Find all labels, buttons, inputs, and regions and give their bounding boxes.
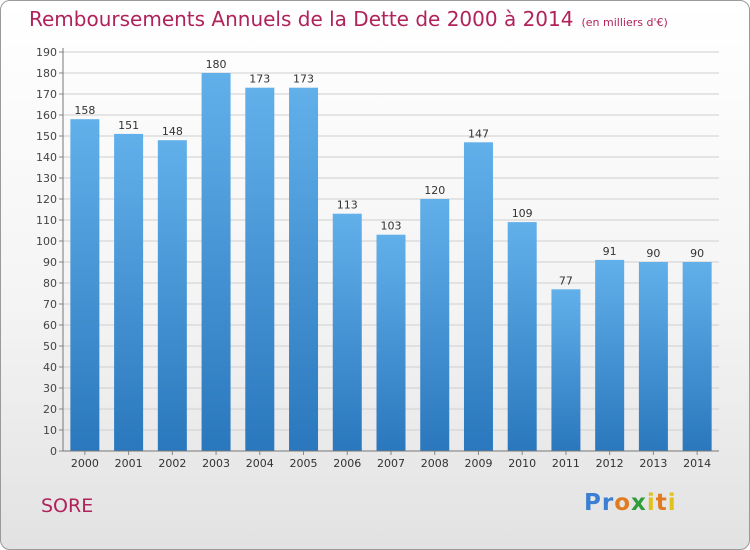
x-tick-label: 2012 xyxy=(596,457,624,470)
y-tick-label: 190 xyxy=(36,46,57,59)
bar xyxy=(245,87,275,451)
x-tick-label: 2014 xyxy=(683,457,711,470)
logo-letter: x xyxy=(631,490,647,516)
y-tick-label: 90 xyxy=(43,256,57,269)
bar xyxy=(463,142,493,452)
bars xyxy=(70,73,712,452)
y-tick-label: 40 xyxy=(43,361,57,374)
y-tick-label: 70 xyxy=(43,298,57,311)
y-tick-label: 80 xyxy=(43,277,57,290)
y-tick-label: 50 xyxy=(43,340,57,353)
logo-letter: i xyxy=(667,490,677,516)
y-tick-label: 110 xyxy=(36,214,57,227)
bar xyxy=(289,87,319,451)
x-tick-label: 2004 xyxy=(246,457,274,470)
bar xyxy=(70,119,100,451)
x-tick-label: 2007 xyxy=(377,457,405,470)
y-tick-labels: 0 10 20 30 40 50 60 70 80 90 100 110 120 130 140 150 160… xyxy=(36,46,57,458)
y-tick-label: 60 xyxy=(43,319,57,332)
logo-letter: o xyxy=(614,490,632,516)
y-tick-label: 140 xyxy=(36,151,57,164)
x-tick-label: 2000 xyxy=(71,457,99,470)
bar xyxy=(682,262,712,451)
value-label: 91 xyxy=(603,245,617,258)
bar xyxy=(332,213,362,451)
value-label: 120 xyxy=(424,184,445,197)
value-label: 103 xyxy=(381,220,402,233)
value-labels: 158 151 148 180 173 173 113 103 120 147 109 77 91 90 9… xyxy=(74,58,704,287)
value-label: 151 xyxy=(118,119,139,132)
y-tick-label: 170 xyxy=(36,88,57,101)
city-name: SORE xyxy=(41,495,94,517)
y-tick-label: 180 xyxy=(36,67,57,80)
value-label: 148 xyxy=(162,125,183,138)
logo-letter: r xyxy=(601,490,615,516)
bar xyxy=(157,140,187,451)
bar xyxy=(114,133,144,451)
bar xyxy=(507,222,537,451)
value-label: 113 xyxy=(337,199,358,212)
y-tick-label: 10 xyxy=(43,424,57,437)
chart-title: Remboursements Annuels de la Dette de 20… xyxy=(29,7,668,31)
bar xyxy=(376,234,406,451)
x-tick-labels: 2000 2001 2002 2003 2004 2005 2006 2007 2008 2009… xyxy=(71,451,711,470)
value-label: 90 xyxy=(646,247,660,260)
value-label: 147 xyxy=(468,127,489,140)
y-tick-label: 130 xyxy=(36,172,57,185)
bar xyxy=(201,73,231,451)
x-tick-label: 2006 xyxy=(333,457,361,470)
proxiti-logo: Proxiti xyxy=(584,490,677,516)
x-tick-label: 2001 xyxy=(115,457,143,470)
x-tick-label: 2002 xyxy=(158,457,186,470)
bar xyxy=(551,289,581,451)
x-tick-label: 2009 xyxy=(464,457,492,470)
logo-letter: t xyxy=(655,490,668,516)
bar xyxy=(420,199,450,451)
y-tick-label: 120 xyxy=(36,193,57,206)
x-tick-label: 2005 xyxy=(290,457,318,470)
logo-letter: i xyxy=(646,490,656,516)
value-label: 77 xyxy=(559,274,573,287)
value-label: 90 xyxy=(690,247,704,260)
x-tick-label: 2008 xyxy=(421,457,449,470)
y-tick-label: 150 xyxy=(36,130,57,143)
value-label: 109 xyxy=(512,207,533,220)
y-tick-label: 160 xyxy=(36,109,57,122)
bar xyxy=(638,262,668,451)
y-tick-label: 30 xyxy=(43,382,57,395)
chart-subtitle: (en milliers d'€) xyxy=(581,16,668,29)
y-tick-label: 100 xyxy=(36,235,57,248)
value-label: 180 xyxy=(206,58,227,71)
logo-letter: P xyxy=(584,490,602,516)
x-tick-label: 2003 xyxy=(202,457,230,470)
x-tick-label: 2011 xyxy=(552,457,580,470)
value-label: 173 xyxy=(249,73,270,86)
value-label: 158 xyxy=(74,104,95,117)
x-tick-label: 2013 xyxy=(639,457,667,470)
axes xyxy=(62,48,719,452)
x-tick-label: 2010 xyxy=(508,457,536,470)
y-tick-label: 20 xyxy=(43,403,57,416)
title-text: Remboursements Annuels de la Dette de 20… xyxy=(29,7,574,31)
value-label: 173 xyxy=(293,73,314,86)
bar xyxy=(595,259,625,451)
y-tick-label: 0 xyxy=(50,445,57,458)
